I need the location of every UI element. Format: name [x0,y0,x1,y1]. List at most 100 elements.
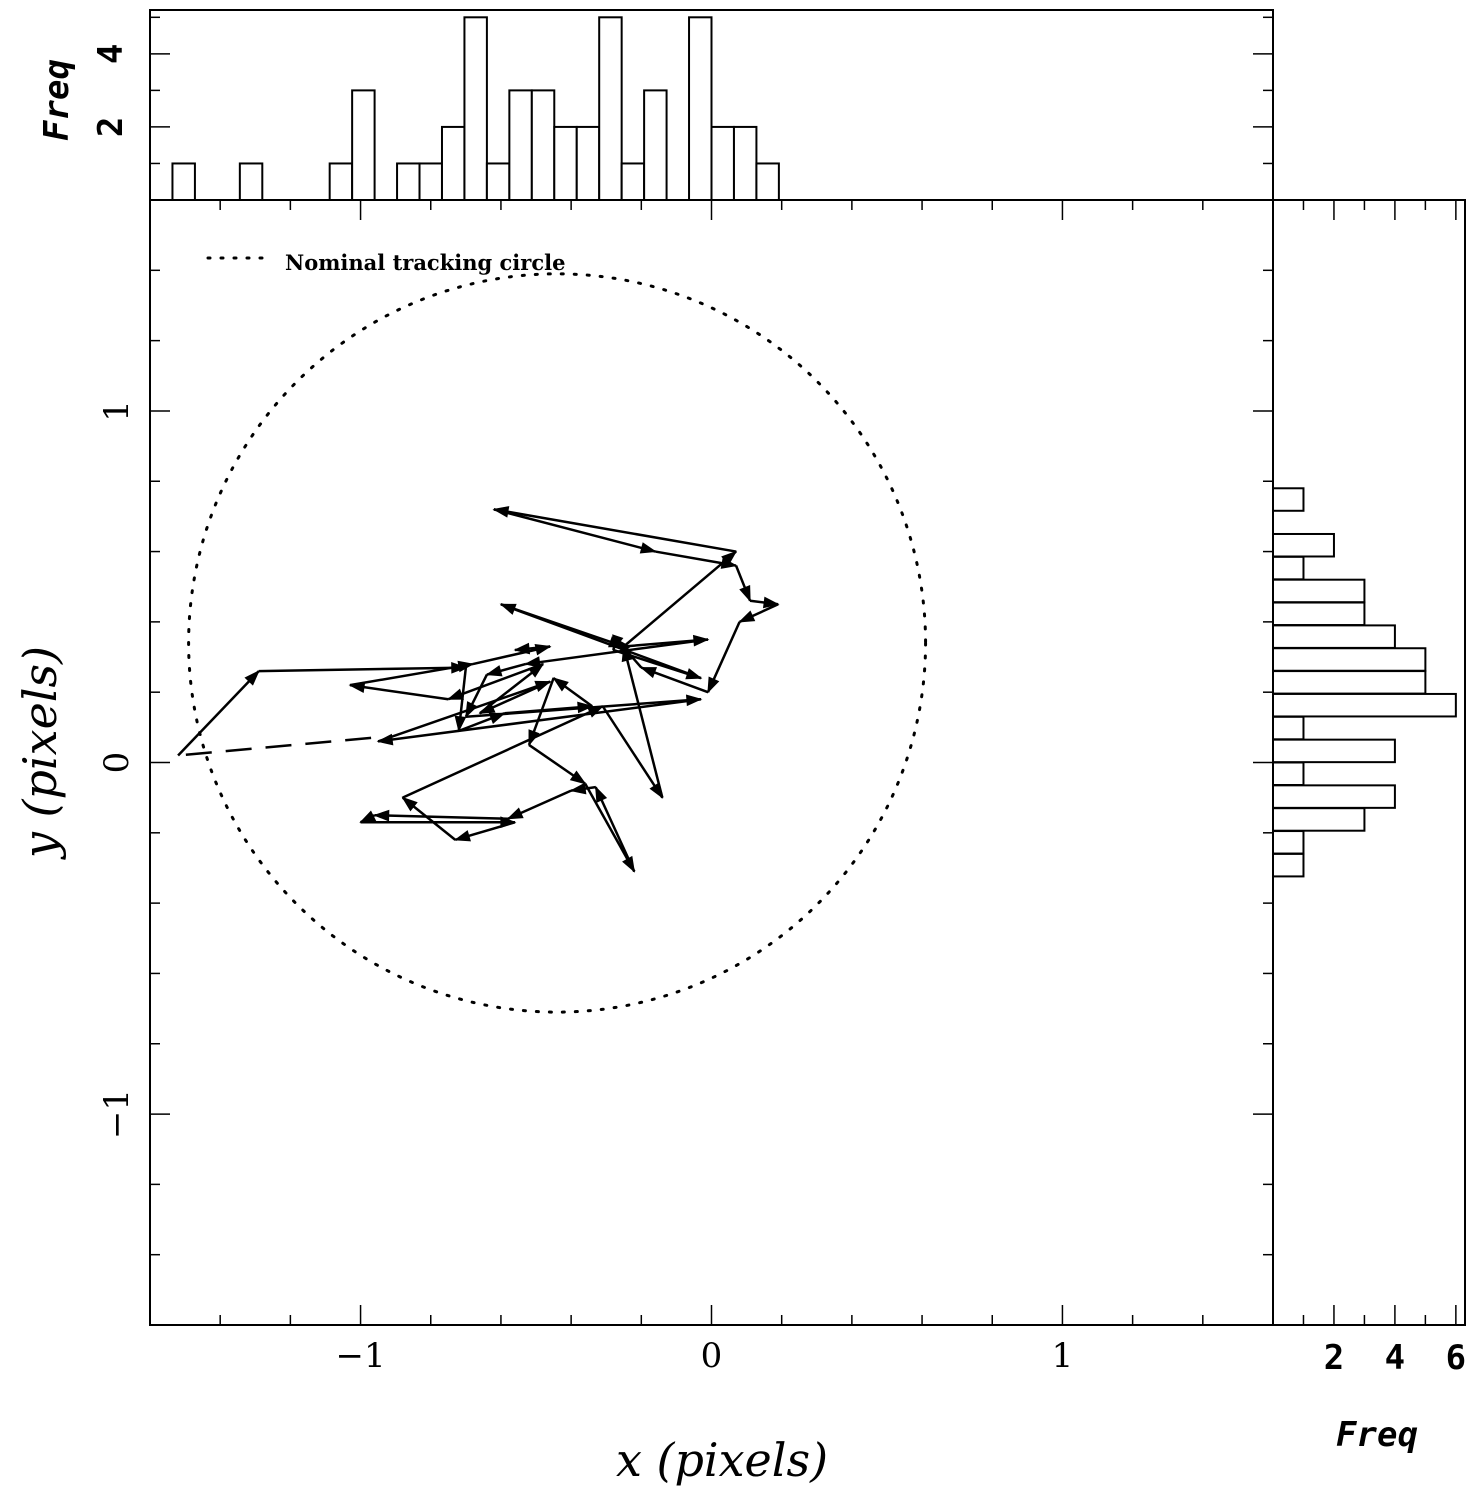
track-arrow-shaft [377,697,702,743]
right-histogram-xlabel: Freq [1336,1415,1418,1455]
track-arrow-shaft [601,705,664,799]
track-arrow-head [506,807,524,820]
track-arrow-head [720,557,738,569]
track-arrow-shaft [525,638,709,666]
track-arrow-shaft [349,662,474,687]
top-hist-y-tick-label: 2 [91,117,131,137]
right-histogram-panel: 2 4 6 [1272,199,1466,1378]
track-arrow-shaft [465,697,702,719]
track-arrow-head [739,585,751,603]
track-arrow-shaft [500,603,625,648]
right-histogram-bar [1272,738,1396,764]
top-histogram-bar [530,89,556,201]
y-tick-label: 0 [97,752,137,774]
top-histogram-bar [643,89,668,201]
track-arrow-shaft [349,683,449,701]
track-arrow-head [359,810,377,823]
track-arrow-shaft [377,680,551,743]
right-histogram-bar [1272,852,1305,878]
track-arrow-head [373,809,390,822]
top-hist-y-tick-label: 4 [91,44,131,64]
top-histogram-ylabel: Freq [37,59,77,141]
y-tick-label: −1 [97,1089,137,1139]
right-histogram-bar [1272,784,1396,809]
track-arrow-head [569,770,587,785]
right-hist-x-tick-label: 6 [1446,1338,1466,1378]
track-arrow-head [485,665,503,677]
x-tick-label: 1 [1052,1336,1074,1376]
y-axis-label: y (pixels) [13,646,67,860]
right-histogram-bar [1272,715,1305,741]
top-histogram-bar [620,162,646,201]
top-histogram-bar [238,162,264,201]
right-histogram-bar [1272,692,1457,718]
top-histogram-bar [171,162,196,201]
right-histogram-bar [1272,555,1305,581]
nominal-tracking-circle [187,272,928,1014]
top-histogram-bar [553,125,578,201]
right-histogram-bar [1272,670,1427,695]
top-histogram-bar [351,89,376,201]
top-histogram-bar [732,125,758,201]
top-histogram-bar [575,125,601,201]
track-arrow-head [707,676,720,694]
right-histogram-bar [1272,532,1335,558]
right-histogram-bar [1272,807,1366,832]
track-arrow-shaft [258,666,466,673]
track-arrow-shaft [402,705,604,799]
track-arrow-head [453,830,471,842]
track-arrow-shaft [493,508,737,553]
right-histogram-bar [1272,647,1427,672]
track-arrow-shaft [622,646,664,798]
track-arrow-shaft [374,813,508,820]
dashed-track-segment [177,736,372,757]
top-histogram-bar [440,125,466,201]
legend-label: Nominal tracking circle [285,250,565,275]
track-arrow-shaft [447,662,544,701]
track-arrow-shaft [584,782,636,873]
top-histogram-bar [463,16,488,201]
right-hist-x-tick-label: 2 [1324,1338,1344,1378]
x-axis-label: x (pixels) [616,1433,828,1487]
right-histogram-bar [1272,761,1305,786]
track-arrow-head [457,660,475,673]
top-histogram-bar [328,162,354,201]
top-histogram-panel: 24 [91,9,1274,201]
top-histogram-bar [485,162,511,201]
track-arrow-shaft [493,508,656,553]
right-histogram-bar [1272,830,1305,855]
x-tick-label: −1 [336,1336,386,1376]
track-arrow-head [401,796,418,812]
top-histogram-bar [508,89,533,201]
top-histogram-bar [598,16,623,201]
right-histogram-bar [1272,601,1366,627]
right-histogram-bar [1272,578,1366,604]
track-arrow-head [524,656,541,668]
x-tick-label: 0 [701,1336,723,1376]
track-arrow-head [639,667,658,679]
track-arrow-head [244,670,260,686]
y-tick-label: 1 [97,400,137,422]
track-arrow-head [569,782,587,795]
main-scatter-panel: −1 −1 0 0 1 1 [97,199,1274,1376]
track-arrow-head [608,636,626,648]
track-arrow-head [738,610,756,623]
track-arrow-head [446,688,465,700]
top-histogram-bar [396,162,421,201]
right-histogram-bar [1272,624,1396,649]
top-histogram-bar [710,125,735,201]
top-histogram-bar [418,162,443,201]
right-hist-x-tick-label: 4 [1385,1338,1405,1378]
track-arrow-head [513,642,531,655]
track-arrow-head [454,715,467,733]
track-arrow-head [639,542,657,554]
top-histogram-bar [755,162,780,201]
track-arrow-head [595,785,608,803]
track-arrow-shaft [594,786,636,873]
main-plot-frame [149,199,1274,1326]
track-arrow-shaft [622,550,737,648]
right-histogram-bar [1272,487,1305,512]
track-arrow-head [552,677,569,692]
top-histogram-bar [688,16,713,201]
